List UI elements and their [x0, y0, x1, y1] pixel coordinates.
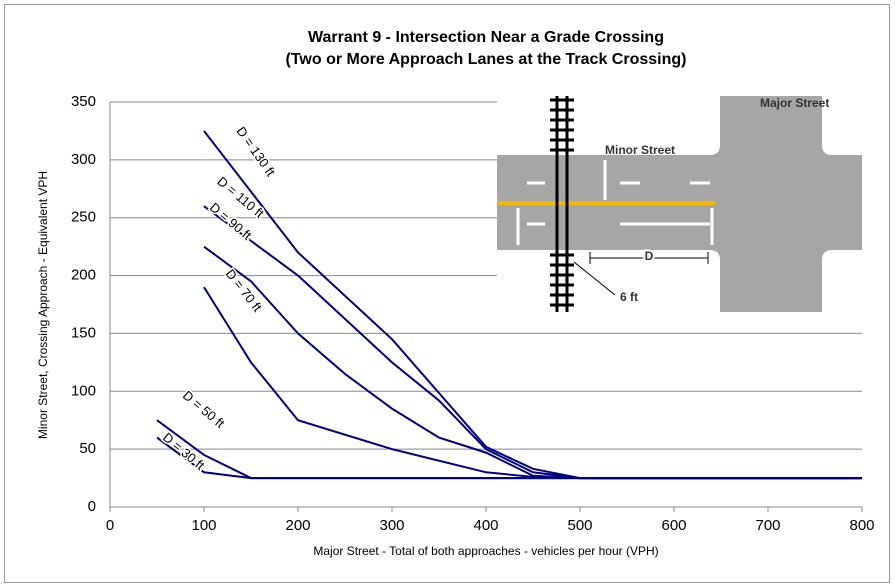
annotation: Major Street — [760, 96, 829, 110]
intersection-diagram: Major Street Minor Street D 6 ft — [497, 96, 862, 312]
x-tick-label: 800 — [849, 517, 874, 534]
page: {"chart_data": {"type": "line", "title":… — [0, 0, 895, 588]
y-tick-label: 250 — [71, 209, 96, 226]
y-tick-label: 50 — [79, 440, 96, 457]
x-tick-label: 200 — [285, 517, 310, 534]
x-tick-label: 100 — [191, 517, 216, 534]
y-tick-label: 100 — [71, 382, 96, 399]
y-tick-label: 0 — [88, 498, 96, 515]
x-tick-label: 0 — [106, 517, 114, 534]
annotation: Minor Street — [605, 143, 675, 157]
y-tick-label: 200 — [71, 267, 96, 284]
annotation: 6 ft — [620, 290, 638, 304]
y-tick-label: 150 — [71, 324, 96, 341]
x-tick-label: 700 — [755, 517, 780, 534]
chart: Warrant 9 - Intersection Near a Grade Cr… — [0, 0, 895, 588]
x-axis-label: Major Street - Total of both approaches … — [313, 544, 658, 558]
annotation: D — [645, 249, 654, 263]
chart-subtitle: (Two or More Approach Lanes at the Track… — [286, 51, 687, 68]
y-axis-label: Minor Street, Crossing Approach - Equiva… — [36, 171, 50, 439]
chart-title: Warrant 9 - Intersection Near a Grade Cr… — [308, 29, 664, 46]
y-tick-label: 350 — [71, 93, 96, 110]
x-tick-label: 500 — [567, 517, 592, 534]
y-tick-label: 300 — [71, 151, 96, 168]
x-tick-label: 400 — [473, 517, 498, 534]
x-tick-label: 600 — [661, 517, 686, 534]
x-tick-label: 300 — [379, 517, 404, 534]
